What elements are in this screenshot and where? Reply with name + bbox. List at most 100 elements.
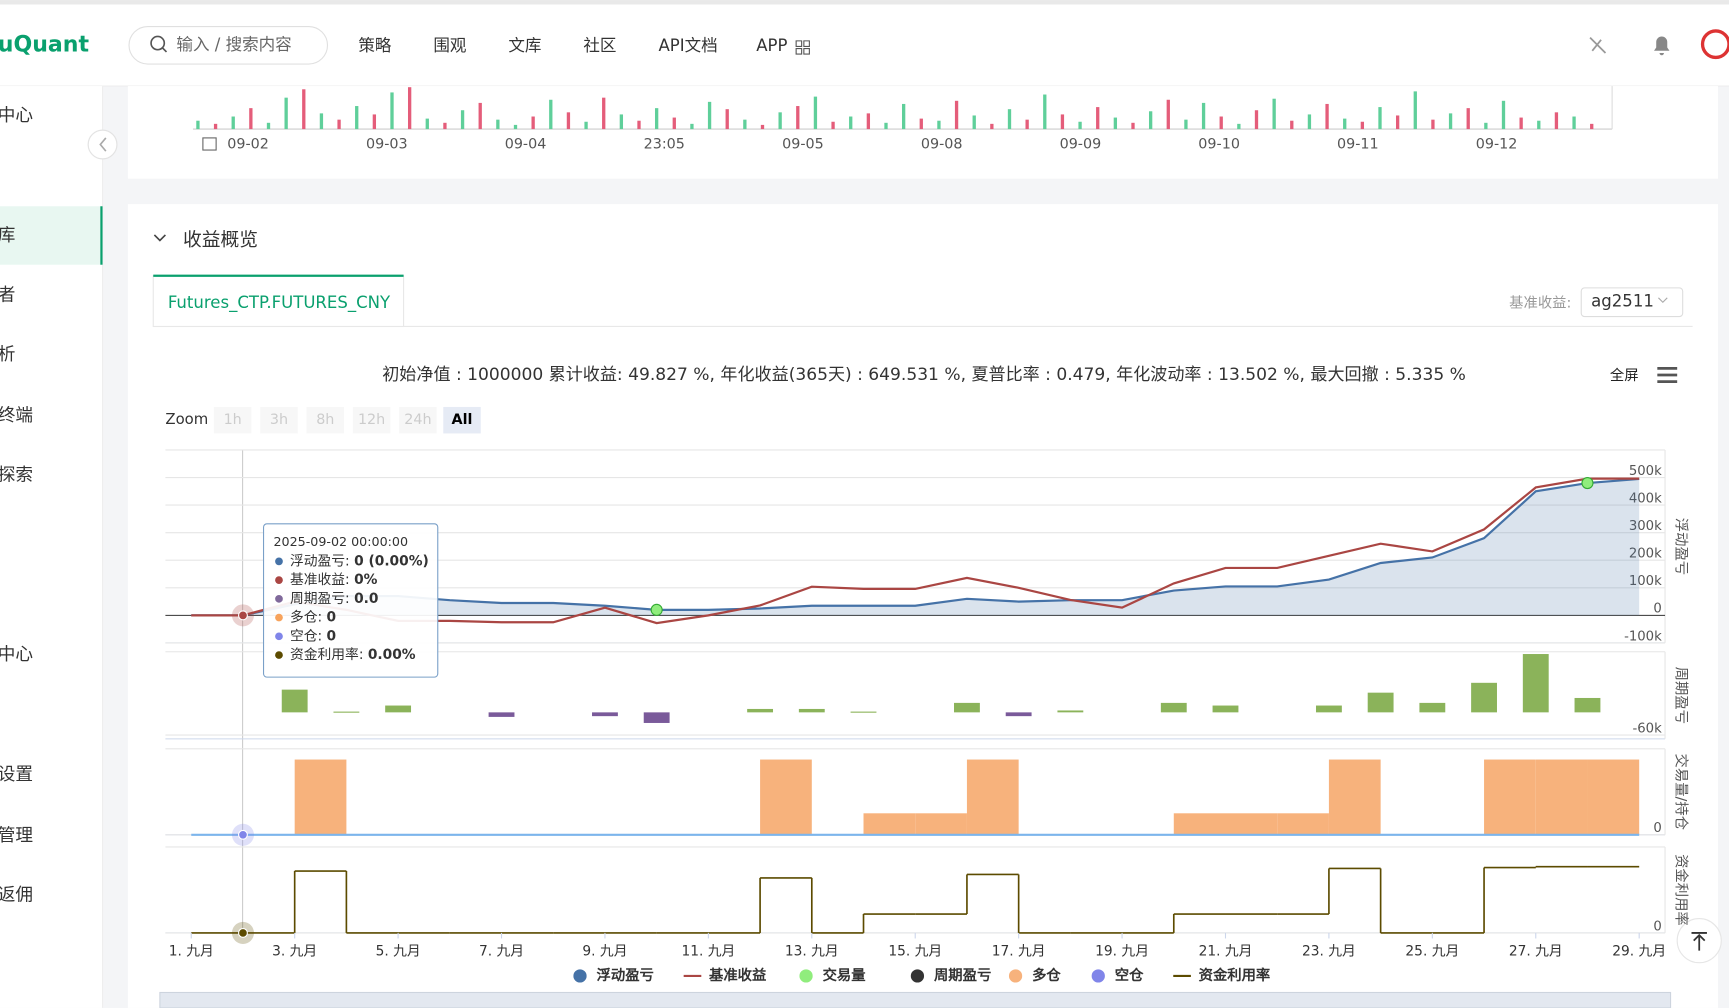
zoom-button[interactable] <box>443 406 481 434</box>
nav-item[interactable]: 策略 <box>358 36 392 55</box>
mini-volume-bar <box>1237 123 1241 130</box>
collapse-button[interactable] <box>87 129 118 160</box>
bar <box>1522 654 1549 713</box>
sidebar-item[interactable]: 返佣 <box>0 884 33 905</box>
mini-volume-bar <box>937 120 941 130</box>
bell-icon[interactable] <box>1654 36 1670 56</box>
legend-symbol <box>910 969 925 983</box>
avatar[interactable] <box>1700 29 1729 60</box>
mini-volume-bar <box>919 118 923 130</box>
logo[interactable]: uQuant <box>0 32 90 57</box>
sidebar-item[interactable]: 探索 <box>0 464 33 485</box>
sidebar-item[interactable]: 中心 <box>0 644 33 665</box>
zoom-button-label[interactable]: 3h <box>270 412 288 428</box>
x-tick-label: 13. 九月 <box>785 944 839 960</box>
x-tick-label: 1. 九月 <box>169 944 214 960</box>
bar <box>1419 702 1446 713</box>
mini-volume-bar <box>302 89 306 130</box>
legend-symbol <box>573 969 587 983</box>
zoom-button[interactable] <box>399 406 437 434</box>
mini-volume-bar <box>990 123 994 130</box>
sidebar-item[interactable]: 管理 <box>0 825 33 846</box>
mini-volume-bar <box>954 100 959 130</box>
legend-label[interactable]: 交易量 <box>823 966 866 984</box>
sidebar-item[interactable]: 库 <box>0 225 15 246</box>
bar <box>1160 702 1187 713</box>
legend-label[interactable]: 周期盈亏 <box>934 967 991 984</box>
position-bar <box>1225 813 1278 835</box>
mini-volume-bar <box>901 103 906 130</box>
legend-label[interactable]: 基准收益 <box>708 966 766 984</box>
y-tick-label: 0 <box>1653 602 1661 617</box>
mini-date-label: 09-05 <box>782 137 824 153</box>
bar <box>850 711 877 713</box>
mini-volume-bar <box>1166 99 1170 130</box>
navigator[interactable] <box>159 991 1672 1008</box>
sidebar-item[interactable]: 中心 <box>0 105 33 126</box>
sidebar-item[interactable]: 终端 <box>0 405 33 426</box>
zoom-button-label[interactable]: 24h <box>404 412 431 428</box>
mini-volume-bar <box>1148 111 1153 130</box>
mini-volume-bar <box>866 113 871 130</box>
zoom-button-label[interactable]: All <box>452 412 473 428</box>
mini-volume-bar <box>1043 94 1047 130</box>
mini-volume-bar <box>1096 107 1100 130</box>
legend-label[interactable]: 空仓 <box>1115 966 1144 984</box>
bar <box>1367 692 1394 713</box>
mini-volume-bar <box>319 113 324 130</box>
x-tick-label: 19. 九月 <box>1095 944 1149 960</box>
mini-volume-bar <box>355 106 359 130</box>
trade-marker <box>650 603 663 616</box>
nav-item[interactable]: API文档 <box>658 36 717 55</box>
tab-label[interactable]: Futures_CTP.FUTURES_CNY <box>168 293 391 313</box>
mini-volume-bar <box>1007 109 1012 130</box>
zoom-button[interactable] <box>213 406 252 434</box>
legend-label[interactable]: 多仓 <box>1032 966 1061 984</box>
legend-symbol <box>1091 969 1105 983</box>
search-box[interactable] <box>128 25 329 65</box>
app-grid-icon <box>795 40 810 55</box>
axis-title: 周期盈亏 <box>1672 667 1689 724</box>
mini-volume-bar <box>778 112 782 130</box>
tooltip-label: 资金利用率: <box>290 646 368 663</box>
search-icon-handle <box>161 46 168 53</box>
legend-label[interactable]: 资金利用率 <box>1199 966 1271 984</box>
position-bar <box>1328 759 1381 835</box>
zoom-button-label[interactable]: 1h <box>224 412 242 428</box>
trade-card <box>127 86 1718 179</box>
mini-date-label: 09-08 <box>921 137 963 153</box>
y-tick-label: -60k <box>1632 721 1662 736</box>
menu-icon[interactable] <box>1657 366 1678 383</box>
nav-item[interactable]: 文库 <box>508 36 541 55</box>
fullscreen[interactable]: 全屏 <box>1610 366 1639 384</box>
bar <box>747 708 774 713</box>
search-placeholder[interactable]: 输入 / 搜索内容 <box>176 35 291 54</box>
bar <box>1315 705 1342 713</box>
zoom-button-label[interactable]: 12h <box>358 412 385 428</box>
tooltip-value: 0 <box>327 610 337 626</box>
zoom-button[interactable] <box>260 406 298 434</box>
mini-volume-bar <box>1343 118 1347 130</box>
mini-volume-bar <box>249 108 253 130</box>
nav-item[interactable]: 围观 <box>433 36 466 55</box>
mini-volume-bar <box>1360 121 1365 130</box>
mini-volume-bar <box>213 123 218 130</box>
benchmark-select[interactable] <box>1580 287 1684 318</box>
collapse-chevron[interactable] <box>153 234 166 242</box>
nav-item[interactable]: 社区 <box>583 36 616 55</box>
nav-item[interactable]: APP <box>756 36 787 55</box>
icon[interactable] <box>1589 36 1607 54</box>
sidebar-item[interactable]: 析 <box>0 344 15 365</box>
zoom-button[interactable] <box>306 406 345 434</box>
tooltip-label: 周期盈亏: <box>290 591 354 607</box>
zoom-button-label[interactable]: 8h <box>316 412 334 428</box>
benchmark-value[interactable]: ag2511 <box>1591 292 1654 311</box>
sidebar-item[interactable]: 设置 <box>0 764 33 785</box>
mini-volume-bar <box>1184 119 1188 130</box>
trade-marker <box>1581 476 1594 490</box>
sidebar-item[interactable]: 者 <box>0 285 15 306</box>
legend-label[interactable]: 浮动盈亏 <box>597 966 654 984</box>
position-bar <box>863 813 916 835</box>
axis-title: 浮动盈亏 <box>1672 518 1689 575</box>
zoom-button[interactable] <box>352 406 391 434</box>
